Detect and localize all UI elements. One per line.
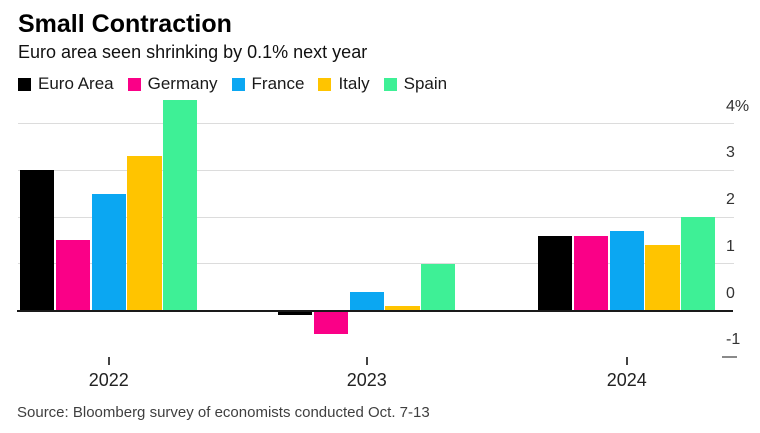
bar-2023-spain	[421, 263, 456, 311]
bar-2024-germany	[573, 235, 609, 311]
legend-item-germany: Germany	[127, 74, 218, 94]
x-axis-tick-2022	[107, 357, 110, 366]
chart-subtitle: Euro area seen shrinking by 0.1% next ye…	[18, 42, 368, 62]
bar-2023-italy	[385, 305, 420, 311]
legend-swatch-italy	[318, 77, 332, 91]
bar-2022-germany	[55, 240, 91, 311]
y-axis-label-3: 3	[726, 144, 735, 162]
legend-label: Euro Area	[38, 74, 114, 93]
y-axis-label-4: 4%	[726, 97, 750, 115]
gridline-3	[18, 169, 734, 171]
bar-2022-italy	[127, 156, 162, 311]
legend-label: Spain	[403, 74, 448, 93]
x-axis-tick-2024	[625, 357, 628, 366]
legend-item-euro-area: Euro Area	[18, 74, 114, 94]
bar-2023-germany	[313, 310, 349, 334]
legend-item-spain: Spain	[383, 74, 448, 94]
y-axis-label-1: 1	[726, 237, 735, 255]
y-axis-label--1: -1	[726, 331, 741, 349]
bar-2024-spain	[681, 217, 716, 311]
gridline-4	[18, 123, 734, 124]
gridline-1	[18, 263, 734, 265]
bar-2022-france	[91, 193, 126, 311]
gridline-2	[18, 216, 734, 218]
x-axis-line	[17, 309, 733, 312]
x-axis-label-2022: 2022	[88, 370, 129, 391]
x-axis-label-2023: 2023	[346, 370, 387, 391]
legend-item-italy: Italy	[318, 74, 370, 94]
legend-label: France	[251, 74, 305, 93]
bar-2022-spain	[163, 100, 198, 311]
x-axis-label-2024: 2024	[606, 370, 647, 391]
legend-label: Italy	[338, 74, 370, 93]
source-note: Source: Bloomberg survey of economists c…	[17, 404, 430, 421]
gridline-stub--1	[722, 356, 737, 359]
legend-item-france: France	[231, 74, 305, 94]
bar-2023-euro-area	[278, 310, 313, 316]
legend-swatch-germany	[127, 77, 141, 91]
bar-2023-france	[349, 291, 384, 311]
bar-2024-france	[609, 231, 644, 311]
y-axis-label-0: 0	[726, 284, 735, 302]
y-axis-label-2: 2	[726, 191, 735, 208]
bar-2024-euro-area	[538, 235, 573, 311]
chart-title: Small Contraction	[18, 10, 232, 38]
legend-label: Germany	[147, 74, 218, 93]
bar-2022-euro-area	[20, 170, 55, 311]
bar-2024-italy	[645, 245, 680, 311]
legend-swatch-france	[231, 77, 245, 91]
legend-swatch-spain	[383, 77, 397, 91]
legend-swatch-euro-area	[18, 77, 31, 91]
legend: Euro Area Germany France Italy Spain	[18, 74, 447, 94]
x-axis-tick-2023	[365, 357, 368, 366]
